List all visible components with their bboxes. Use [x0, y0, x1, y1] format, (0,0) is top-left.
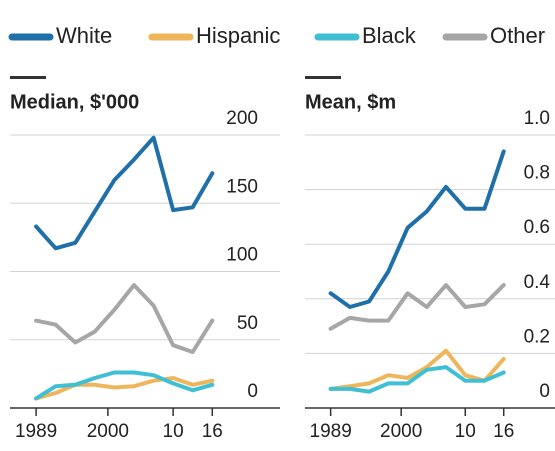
- y-tick-label: 0.8: [524, 163, 550, 184]
- y-tick-label: 0: [539, 381, 550, 402]
- x-tick-label: 1989: [15, 421, 57, 442]
- series-line: [328, 348, 506, 391]
- series-line: [328, 149, 506, 309]
- y-tick-label: 150: [226, 176, 258, 197]
- y-tick-label: 0.6: [524, 217, 550, 238]
- series-line: [34, 370, 215, 401]
- x-tick-label: 1989: [310, 421, 352, 442]
- x-tick-label: 10: [163, 421, 184, 442]
- x-tick-label: 2000: [380, 421, 422, 442]
- y-tick-label: 0.2: [524, 326, 550, 347]
- legend-label: Black: [362, 23, 417, 48]
- series-line: [34, 135, 215, 251]
- y-tick-label: 0: [247, 381, 258, 402]
- y-tick-label: 200: [226, 108, 258, 129]
- x-tick-label: 16: [493, 421, 514, 442]
- series-line: [328, 283, 506, 331]
- legend-label: Other: [490, 23, 545, 48]
- y-tick-label: 100: [226, 245, 258, 266]
- title-bar: [10, 76, 46, 79]
- title-bar: [305, 76, 341, 79]
- y-tick-label: 50: [237, 313, 258, 334]
- legend-label: Hispanic: [196, 23, 280, 48]
- y-tick-label: 0.4: [524, 272, 551, 293]
- x-tick-label: 2000: [87, 421, 129, 442]
- panel-title: Mean, $m: [305, 91, 396, 113]
- y-tick-label: 1.0: [524, 108, 550, 129]
- series-line: [34, 376, 215, 401]
- x-tick-label: 16: [202, 421, 223, 442]
- panel-title: Median, $'000: [10, 91, 139, 113]
- legend-label: White: [56, 23, 112, 48]
- series-line: [328, 365, 506, 394]
- series-line: [34, 283, 215, 354]
- x-tick-label: 10: [455, 421, 476, 442]
